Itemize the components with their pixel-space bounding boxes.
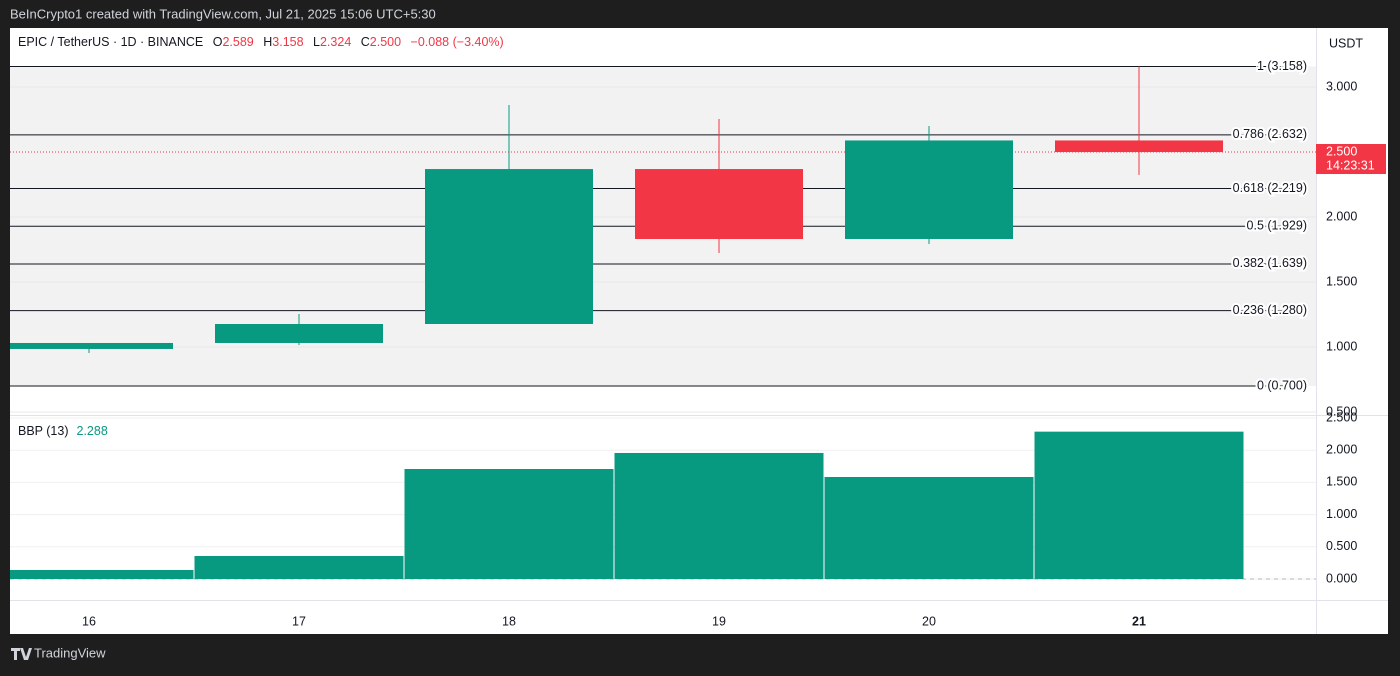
y-tick-label: 2.000 xyxy=(1326,209,1357,223)
o-label: O xyxy=(213,35,223,49)
y-tick-label: 1.500 xyxy=(1326,274,1357,288)
change: −0.088 (−3.40%) xyxy=(411,35,504,49)
fib-label: 1 (3.158) xyxy=(1257,59,1307,73)
c: 2.500 xyxy=(370,35,401,49)
y-tick-label: 3.000 xyxy=(1326,79,1357,93)
h-label: H xyxy=(263,35,272,49)
candle-body xyxy=(635,169,803,239)
legend: EPIC / TetherUS · 1D · BINANCE O2.589 H3… xyxy=(18,35,504,49)
bar xyxy=(614,452,824,580)
bar xyxy=(194,556,404,580)
x-tick-label: 18 xyxy=(502,614,516,628)
y-tick-label: 0.500 xyxy=(1326,539,1357,553)
fib-label: 0.786 (2.632) xyxy=(1233,127,1307,141)
x-tick-label: 17 xyxy=(292,614,306,628)
indicator-value: 2.288 xyxy=(77,424,108,438)
candle-body xyxy=(10,342,173,349)
l: 2.324 xyxy=(320,35,351,49)
fib-label: 0.618 (2.219) xyxy=(1233,181,1307,195)
candle-body xyxy=(845,140,1013,239)
logo-icon xyxy=(11,648,32,660)
price-tag xyxy=(1316,144,1386,174)
x-tick-label: 21 xyxy=(1132,614,1146,628)
currency: USDT xyxy=(1329,36,1363,50)
fib-label: 0.5 (1.929) xyxy=(1247,219,1307,233)
indicator-title: BBP (13) xyxy=(18,424,69,438)
y-tick-label: 2.500 xyxy=(1326,410,1357,424)
bar xyxy=(404,469,614,580)
footer-logo: TradingView xyxy=(34,645,106,660)
fib-label: 0.236 (1.280) xyxy=(1233,303,1307,317)
c-label: C xyxy=(361,35,370,49)
y-tick-label: 1.000 xyxy=(1326,507,1357,521)
h: 3.158 xyxy=(272,35,303,49)
price-tag-price: 2.500 xyxy=(1326,144,1357,158)
x-tick-label: 19 xyxy=(712,614,726,628)
indicator-legend: BBP (13) 2.288 xyxy=(18,424,108,438)
credit: BeInCrypto1 created with TradingView.com… xyxy=(10,6,436,21)
y-tick-label: 0.500 xyxy=(1326,404,1357,418)
bar xyxy=(1034,431,1244,580)
y-tick-label: 1.000 xyxy=(1326,339,1357,353)
x-tick-label: 16 xyxy=(82,614,96,628)
fib-label: 0.382 (1.639) xyxy=(1233,256,1307,270)
y-tick-label: 2.000 xyxy=(1326,442,1357,456)
y-tick-label: 1.500 xyxy=(1326,475,1357,489)
x-tick-label: 20 xyxy=(922,614,936,628)
price-tag-countdown: 14:23:31 xyxy=(1326,158,1375,172)
o: 2.589 xyxy=(222,35,253,49)
l-label: L xyxy=(313,35,320,49)
y-tick-label: 0.000 xyxy=(1326,571,1357,585)
bar xyxy=(824,476,1034,580)
fib-label: 0 (0.700) xyxy=(1257,378,1307,392)
bar xyxy=(10,569,194,580)
symbol: EPIC / TetherUS · 1D · BINANCE xyxy=(18,35,203,49)
candle-body xyxy=(215,324,383,343)
candle-body xyxy=(1055,140,1223,153)
candle-body xyxy=(425,169,593,325)
